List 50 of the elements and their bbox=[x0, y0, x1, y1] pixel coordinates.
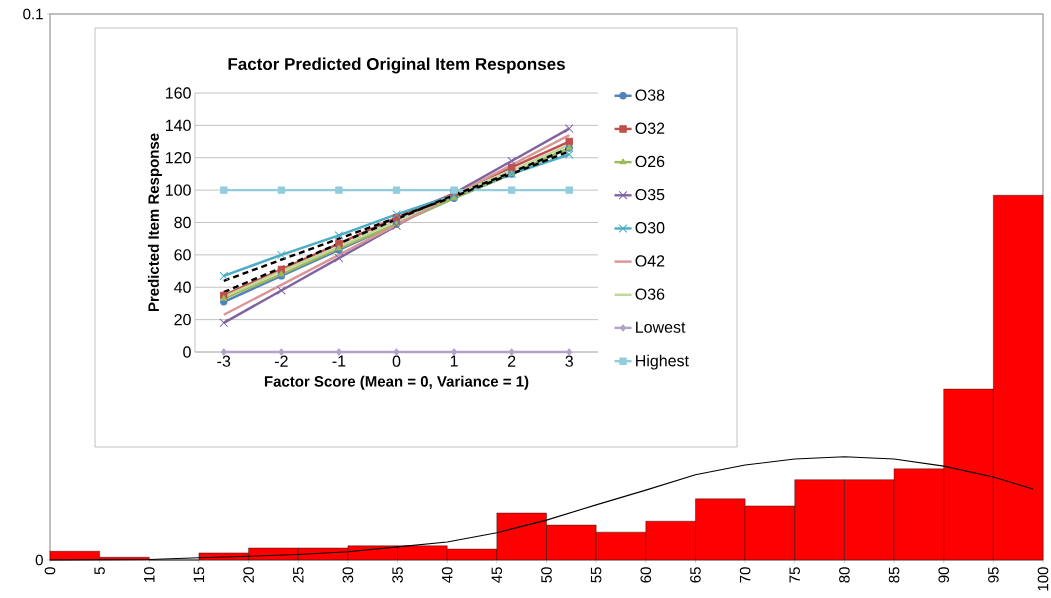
y-tick-label: 40 bbox=[174, 281, 191, 293]
y-tick-label: 120 bbox=[166, 152, 191, 164]
x-tick-label: 80 bbox=[839, 567, 850, 583]
x-tick-label: 70 bbox=[739, 567, 751, 583]
x-tick-label: 85 bbox=[888, 567, 900, 583]
legend-label: Lowest bbox=[636, 321, 686, 333]
y-axis-title: Predicted Item Response bbox=[147, 133, 162, 312]
x-tick-label: 2 bbox=[508, 355, 516, 367]
x-tick-label: 65 bbox=[690, 567, 701, 583]
legend-label: O42 bbox=[635, 255, 665, 267]
x-tick-label: 55 bbox=[590, 567, 602, 583]
legend-label: O38 bbox=[635, 89, 665, 101]
x-tick-label: 20 bbox=[243, 567, 254, 583]
x-tick-label: 30 bbox=[342, 567, 354, 583]
x-tick-label: 0 bbox=[392, 355, 401, 367]
y-tick-label: 80 bbox=[174, 216, 191, 229]
x-tick-label: 90 bbox=[938, 567, 950, 583]
y-tick-label: 100 bbox=[166, 184, 191, 196]
y-tick-label: 60 bbox=[174, 249, 191, 261]
y-tick-label: 160 bbox=[166, 87, 191, 99]
x-tick-label: 40 bbox=[441, 567, 453, 583]
x-tick-label: 60 bbox=[640, 567, 652, 583]
x-tick-label: 3 bbox=[565, 355, 573, 367]
x-tick-label: 95 bbox=[988, 567, 999, 583]
legend-label: O36 bbox=[635, 288, 665, 300]
y-tick-label: 140 bbox=[166, 119, 191, 132]
legend-label: O35 bbox=[635, 188, 665, 201]
x-tick-label: 45 bbox=[491, 567, 503, 583]
y-tick-label: 0 bbox=[183, 346, 191, 358]
x-tick-label: 35 bbox=[392, 567, 403, 583]
x-tick-label: -2 bbox=[274, 355, 288, 367]
chart-title: Factor Predicted Original Item Responses bbox=[228, 57, 565, 74]
x-tick-label: 75 bbox=[789, 567, 800, 583]
x-tick-label: -3 bbox=[217, 355, 231, 367]
x-axis-title: Factor Score (Mean = 0, Variance = 1) bbox=[264, 375, 529, 390]
x-tick-label: 50 bbox=[541, 567, 552, 583]
x-tick-label: 15 bbox=[193, 567, 205, 583]
y-tick-label: 20 bbox=[174, 313, 191, 326]
legend-label: O26 bbox=[635, 155, 665, 168]
x-tick-label: 25 bbox=[292, 567, 304, 583]
x-tick-label: 100 bbox=[1037, 567, 1049, 591]
y-tick-label: 0.1 bbox=[23, 8, 43, 20]
x-tick-label: 5 bbox=[94, 567, 105, 575]
legend-label: O30 bbox=[635, 222, 665, 234]
x-tick-label: 0 bbox=[44, 567, 56, 575]
x-tick-label: -1 bbox=[332, 355, 346, 367]
legend-label: O32 bbox=[635, 122, 665, 134]
x-tick-label: 1 bbox=[450, 355, 458, 367]
x-tick-label: 10 bbox=[143, 567, 155, 583]
legend-label: Highest bbox=[636, 354, 689, 370]
